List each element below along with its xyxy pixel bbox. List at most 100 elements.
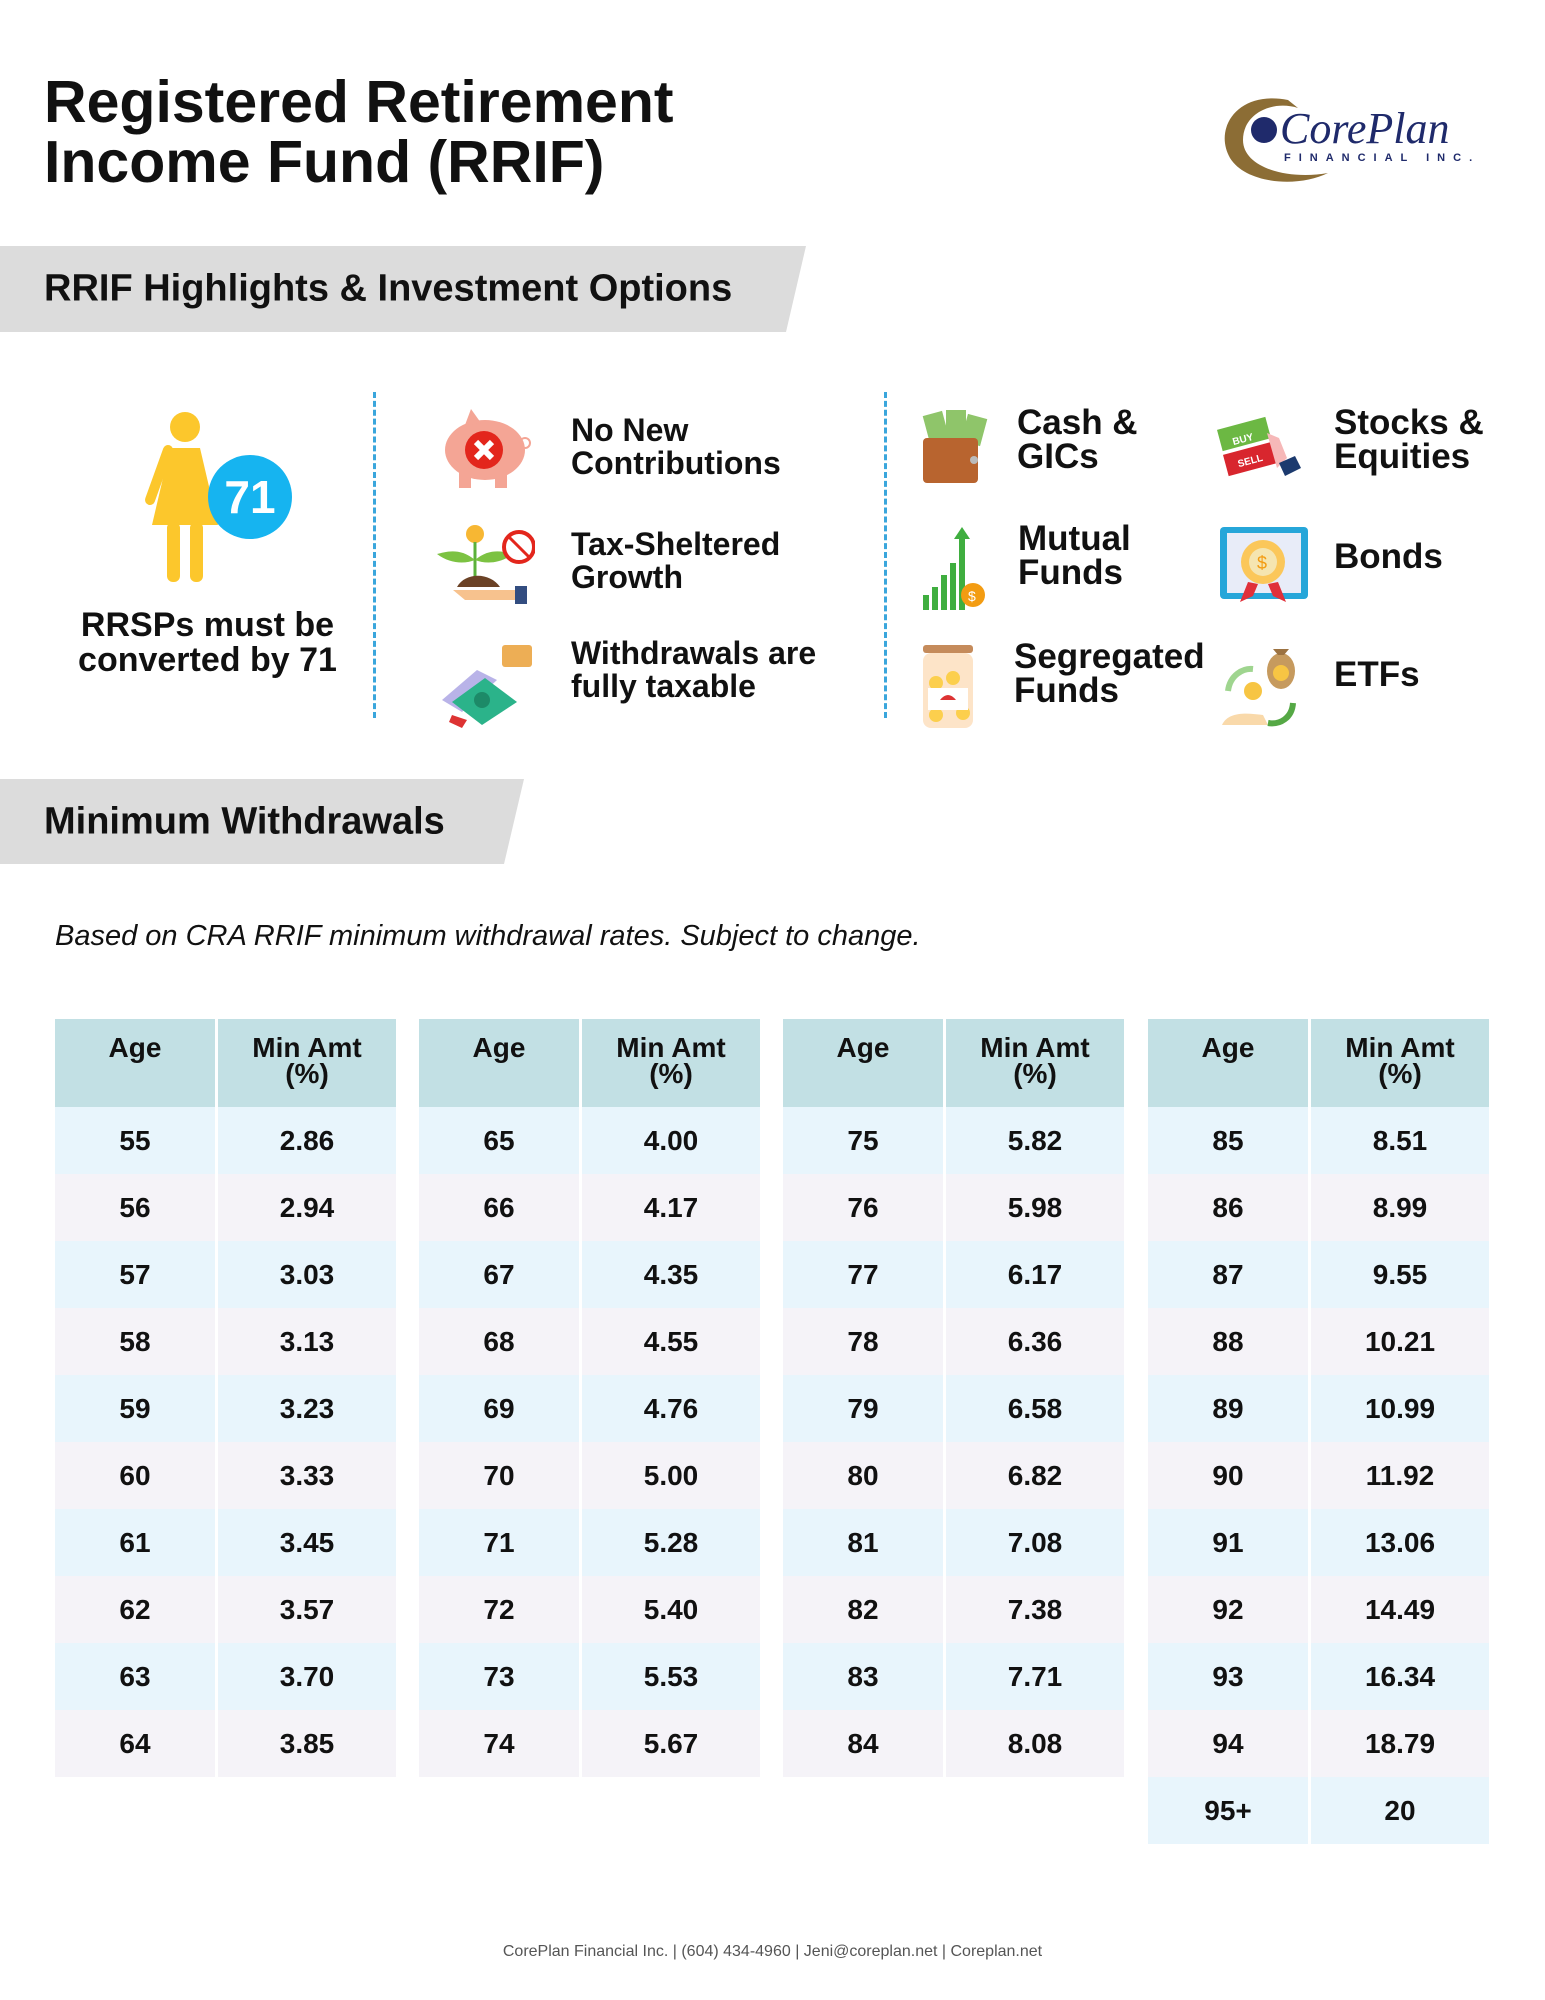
min-amt-cell: 3.33: [218, 1442, 396, 1509]
table-row: 68 4.55: [419, 1308, 760, 1375]
table-row: 57 3.03: [55, 1241, 396, 1308]
age-cell: 72: [419, 1576, 579, 1643]
bond-certificate-icon: $: [1220, 527, 1308, 602]
age-cell: 90: [1148, 1442, 1308, 1509]
age-cell: 73: [419, 1643, 579, 1710]
age-cell: 61: [55, 1509, 215, 1576]
table-row: 76 5.98: [783, 1174, 1124, 1241]
age-cell: 65: [419, 1107, 579, 1174]
min-amt-cell: 5.67: [582, 1710, 760, 1777]
age-cell: 86: [1148, 1174, 1308, 1241]
table-row: 58 3.13: [55, 1308, 396, 1375]
min-amt-cell: 2.94: [218, 1174, 396, 1241]
table-row: 73 5.53: [419, 1643, 760, 1710]
min-amt-header: Min Amt (%): [218, 1019, 396, 1107]
money-exchange-icon: [1222, 649, 1296, 727]
svg-text:BUY: BUY: [1231, 432, 1255, 448]
investment-label: Mutual Funds: [1018, 519, 1131, 592]
table-row: 56 2.94: [55, 1174, 396, 1241]
table-row: 88 10.21: [1148, 1308, 1489, 1375]
age-cell: 91: [1148, 1509, 1308, 1576]
min-amt-cell: 7.08: [946, 1509, 1124, 1576]
min-amt-cell: 13.06: [1311, 1509, 1489, 1576]
min-amt-cell: 4.17: [582, 1174, 760, 1241]
table-row: 61 3.45: [55, 1509, 396, 1576]
divider-right: [884, 392, 887, 718]
table-row: 64 3.85: [55, 1710, 396, 1777]
age-cell: 75: [783, 1107, 943, 1174]
age-cell: 71: [419, 1509, 579, 1576]
table-row: 75 5.82: [783, 1107, 1124, 1174]
table-header: Age Min Amt (%): [55, 1019, 396, 1107]
withdrawal-table: Age Min Amt (%) 65 4.00 66 4.17 67 4.35 68 4.55 69 4…: [416, 1019, 763, 1777]
min-amt-cell: 5.82: [946, 1107, 1124, 1174]
footer-contact: CorePlan Financial Inc. | (604) 434-4960…: [502, 1943, 1043, 1960]
min-amt-cell: 5.53: [582, 1643, 760, 1710]
table-row: 89 10.99: [1148, 1375, 1489, 1442]
table-row: 66 4.17: [419, 1174, 760, 1241]
min-amt-cell: 4.76: [582, 1375, 760, 1442]
table-row: 71 5.28: [419, 1509, 760, 1576]
convert-note: RRSPs must be converted by 71: [60, 608, 355, 678]
min-amt-cell: 6.82: [946, 1442, 1124, 1509]
table-row: 65 4.00: [419, 1107, 760, 1174]
table-row: 80 6.82: [783, 1442, 1124, 1509]
svg-text:$: $: [968, 588, 976, 604]
age-cell: 55: [55, 1107, 215, 1174]
min-amt-cell: 4.00: [582, 1107, 760, 1174]
min-amt-cell: 10.21: [1311, 1308, 1489, 1375]
feature-label: Withdrawals are fully taxable: [571, 635, 817, 704]
table-row: 84 8.08: [783, 1710, 1124, 1777]
person-age-71-icon: [140, 410, 300, 590]
min-amt-cell: 8.08: [946, 1710, 1124, 1777]
withdrawal-table: Age Min Amt (%) 85 8.51 86 8.99 87 9.55 88 10.21 89…: [1145, 1019, 1492, 1844]
age-cell: 74: [419, 1710, 579, 1777]
table-row: 63 3.70: [55, 1643, 396, 1710]
highlights-banner: RRIF Highlights & Investment Options: [0, 246, 806, 332]
age-cell: 59: [55, 1375, 215, 1442]
table-row: 91 13.06: [1148, 1509, 1489, 1576]
investment-label: ETFs: [1334, 655, 1420, 694]
age-header: Age: [783, 1019, 943, 1107]
table-row: 78 6.36: [783, 1308, 1124, 1375]
table-row: 67 4.35: [419, 1241, 760, 1308]
age-cell: 57: [55, 1241, 215, 1308]
table-row: 90 11.92: [1148, 1442, 1489, 1509]
buy-sell-icon: BUY SELL: [1217, 416, 1301, 477]
feature-no-new-contributions: [437, 405, 537, 500]
title-line-1: Registered Retirement: [44, 69, 674, 135]
table-row: 79 6.58: [783, 1375, 1124, 1442]
min-amt-cell: 14.49: [1311, 1576, 1489, 1643]
min-amt-cell: 6.36: [946, 1308, 1124, 1375]
table-row: 60 3.33: [55, 1442, 396, 1509]
investment-label: Cash & GICs: [1017, 403, 1138, 476]
min-amt-header: Min Amt (%): [1311, 1019, 1489, 1107]
svg-text:FINANCIAL INC.: FINANCIAL INC.: [1284, 152, 1480, 164]
table-row: 72 5.40: [419, 1576, 760, 1643]
table-row: 62 3.57: [55, 1576, 396, 1643]
age-cell: 88: [1148, 1308, 1308, 1375]
min-amt-cell: 3.57: [218, 1576, 396, 1643]
age-header: Age: [419, 1019, 579, 1107]
min-amt-cell: 3.23: [218, 1375, 396, 1442]
min-amt-cell: 8.99: [1311, 1174, 1489, 1241]
svg-text:CorePlan: CorePlan: [1280, 104, 1449, 153]
table-row: 82 7.38: [783, 1576, 1124, 1643]
investment-etfs: [1218, 643, 1318, 738]
min-amt-cell: 3.13: [218, 1308, 396, 1375]
age-cell: 62: [55, 1576, 215, 1643]
age-cell: 94: [1148, 1710, 1308, 1777]
min-amt-cell: 5.40: [582, 1576, 760, 1643]
age-cell: 56: [55, 1174, 215, 1241]
age-cell: 68: [419, 1308, 579, 1375]
convert-line-1: RRSPs must be: [80, 606, 335, 644]
table-header: Age Min Amt (%): [783, 1019, 1124, 1107]
table-header: Age Min Amt (%): [419, 1019, 760, 1107]
coin-jar-umbrella-icon: [923, 645, 973, 728]
min-amt-cell: 5.00: [582, 1442, 760, 1509]
min-amt-cell: 16.34: [1311, 1643, 1489, 1710]
min-amt-header: Min Amt (%): [582, 1019, 760, 1107]
age-cell: 83: [783, 1643, 943, 1710]
table-row: 93 16.34: [1148, 1643, 1489, 1710]
min-amt-cell: 3.45: [218, 1509, 396, 1576]
